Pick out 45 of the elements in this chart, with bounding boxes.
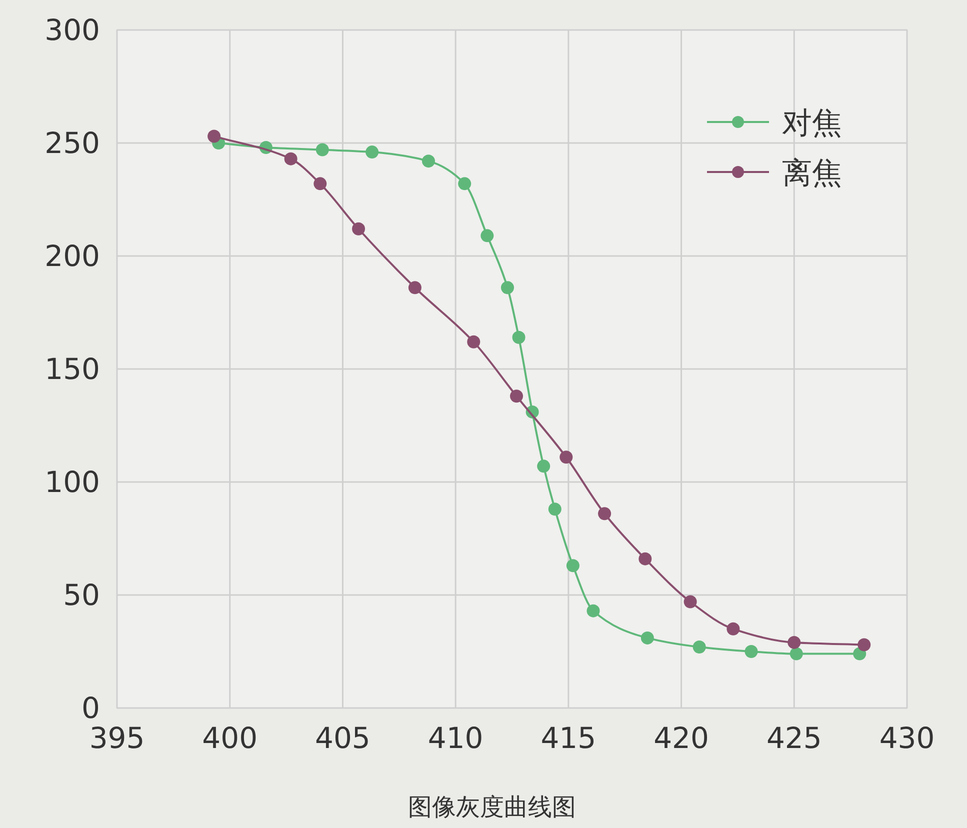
point [566, 559, 580, 572]
point [548, 502, 562, 516]
y-tick-label: 200 [44, 239, 100, 273]
point [500, 281, 514, 294]
point [480, 229, 494, 242]
point [467, 335, 480, 348]
point [586, 604, 600, 618]
point [352, 222, 366, 236]
y-tick-label: 250 [44, 126, 100, 160]
x-tick-label: 400 [202, 721, 258, 755]
point [512, 330, 526, 344]
y-tick-label: 50 [63, 578, 100, 612]
x-tick-label: 420 [654, 721, 709, 755]
point [858, 638, 871, 652]
point [638, 552, 652, 566]
point [208, 130, 221, 143]
point [458, 177, 472, 190]
text: 图像灰度曲线图 [408, 793, 576, 821]
x-tick-label: 415 [540, 721, 596, 755]
point [284, 152, 298, 166]
point [510, 390, 524, 403]
point [408, 281, 422, 294]
point [314, 177, 327, 190]
legend-label: 离焦 [782, 156, 842, 191]
point [744, 645, 758, 658]
point [598, 507, 612, 520]
x-tick-label: 425 [766, 721, 822, 755]
legend-label: 对焦 [782, 106, 842, 141]
x-tick-label: 430 [879, 721, 935, 755]
x-tick-label: 405 [315, 721, 370, 755]
y-tick-label: 100 [44, 465, 100, 499]
point [726, 622, 740, 636]
point [366, 146, 379, 159]
point [640, 631, 654, 644]
point [684, 595, 697, 608]
point [790, 647, 803, 660]
point [316, 143, 329, 156]
point [537, 460, 550, 473]
y-tick-label: 300 [44, 13, 100, 47]
point [422, 154, 435, 168]
point [788, 636, 801, 649]
point [560, 450, 573, 464]
point [692, 640, 706, 654]
x-tick-label: 410 [428, 721, 484, 755]
y-tick-label: 150 [44, 352, 100, 386]
